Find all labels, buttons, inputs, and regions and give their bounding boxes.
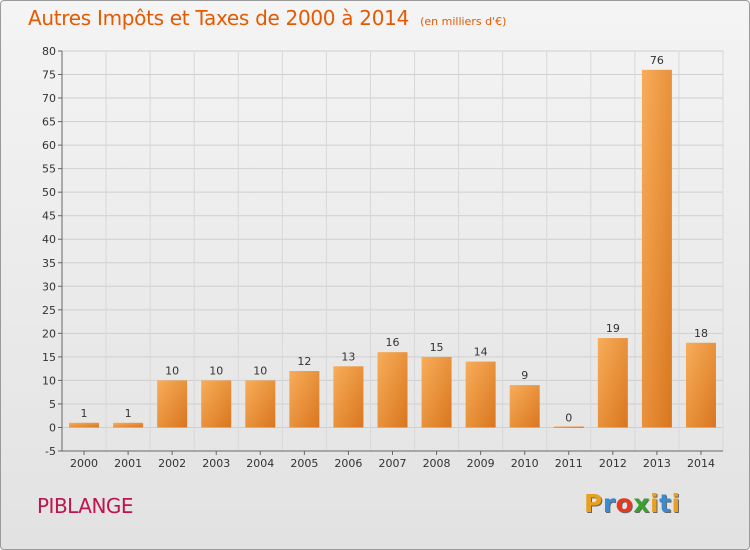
- bar: [597, 338, 628, 428]
- x-tick-label: 2012: [599, 457, 627, 470]
- bar: [465, 361, 496, 428]
- y-tick-label: 75: [42, 69, 56, 82]
- x-tick-label: 2004: [246, 457, 274, 470]
- bar: [377, 352, 408, 428]
- bar: [157, 380, 188, 428]
- x-tick-label: 2011: [555, 457, 583, 470]
- data-label: 15: [430, 341, 444, 354]
- data-label: 13: [341, 350, 355, 363]
- y-tick-label: 40: [42, 233, 56, 246]
- data-label: 0: [565, 411, 572, 424]
- bar: [421, 356, 452, 428]
- x-tick-label: 2010: [511, 457, 539, 470]
- y-tick-label: 30: [42, 280, 56, 293]
- y-tick-label: 25: [42, 304, 56, 317]
- x-tick-label: 2002: [158, 457, 186, 470]
- x-tick-label: 2001: [114, 457, 142, 470]
- data-label: 9: [521, 369, 528, 382]
- bar: [245, 380, 276, 428]
- data-label: 1: [125, 407, 132, 420]
- y-tick-label: 0: [49, 421, 56, 434]
- bar: [69, 422, 100, 428]
- y-tick-label: 65: [42, 116, 56, 129]
- y-tick-label: 70: [42, 92, 56, 105]
- axes: [58, 50, 723, 455]
- logo-letter: r: [602, 489, 616, 518]
- bar: [289, 371, 320, 428]
- logo-letter: o: [615, 489, 634, 518]
- x-tick-label: 2000: [70, 457, 98, 470]
- y-tick-label: 5: [49, 398, 56, 411]
- data-label: 10: [209, 364, 223, 377]
- x-tick-label: 2006: [334, 457, 362, 470]
- proxiti-logo[interactable]: Proxiti: [584, 489, 681, 518]
- commune-name: PIBLANGE: [37, 494, 134, 518]
- chart-title: Autres Impôts et Taxes de 2000 à 2014: [28, 6, 409, 30]
- x-tick-label: 2003: [202, 457, 230, 470]
- data-label: 12: [297, 355, 311, 368]
- y-tick-label: 15: [42, 351, 56, 364]
- y-tick-label: 35: [42, 257, 56, 270]
- bar: [553, 426, 584, 428]
- data-label: 76: [650, 54, 664, 67]
- data-label: 10: [253, 364, 267, 377]
- bar: [641, 69, 672, 428]
- y-tick-label: 80: [42, 45, 56, 58]
- bar: [685, 342, 716, 428]
- logo-letter: i: [671, 489, 681, 518]
- y-tick-label: 50: [42, 186, 56, 199]
- bar: [201, 380, 232, 428]
- logo-letter: t: [659, 489, 672, 518]
- data-label: 18: [694, 327, 708, 340]
- y-tick-label: 60: [42, 139, 56, 152]
- chart-title-block: Autres Impôts et Taxes de 2000 à 2014 (e…: [28, 6, 506, 30]
- logo-letter: P: [584, 489, 603, 518]
- y-tick-label: -5: [45, 445, 56, 458]
- logo-letter: i: [650, 489, 660, 518]
- x-tick-label: 2014: [687, 457, 715, 470]
- y-tick-label: 45: [42, 210, 56, 223]
- bars: [69, 69, 716, 428]
- y-tick-label: 20: [42, 327, 56, 340]
- data-label: 19: [606, 322, 620, 335]
- data-label: 1: [81, 407, 88, 420]
- logo-letter: x: [633, 489, 650, 518]
- chart-subtitle: (en milliers d'€): [420, 15, 507, 28]
- labels: -505101520253035404550556065707580120001…: [42, 45, 715, 470]
- data-label: 16: [386, 336, 400, 349]
- x-tick-label: 2007: [379, 457, 407, 470]
- x-tick-label: 2008: [423, 457, 451, 470]
- bar: [509, 385, 540, 428]
- y-tick-label: 10: [42, 374, 56, 387]
- gridlines: [61, 50, 724, 452]
- y-tick-label: 55: [42, 163, 56, 176]
- data-label: 14: [474, 346, 488, 359]
- bar: [333, 366, 364, 428]
- x-tick-label: 2009: [467, 457, 495, 470]
- x-tick-label: 2013: [643, 457, 671, 470]
- bar: [113, 422, 144, 428]
- x-tick-label: 2005: [290, 457, 318, 470]
- data-label: 10: [165, 364, 179, 377]
